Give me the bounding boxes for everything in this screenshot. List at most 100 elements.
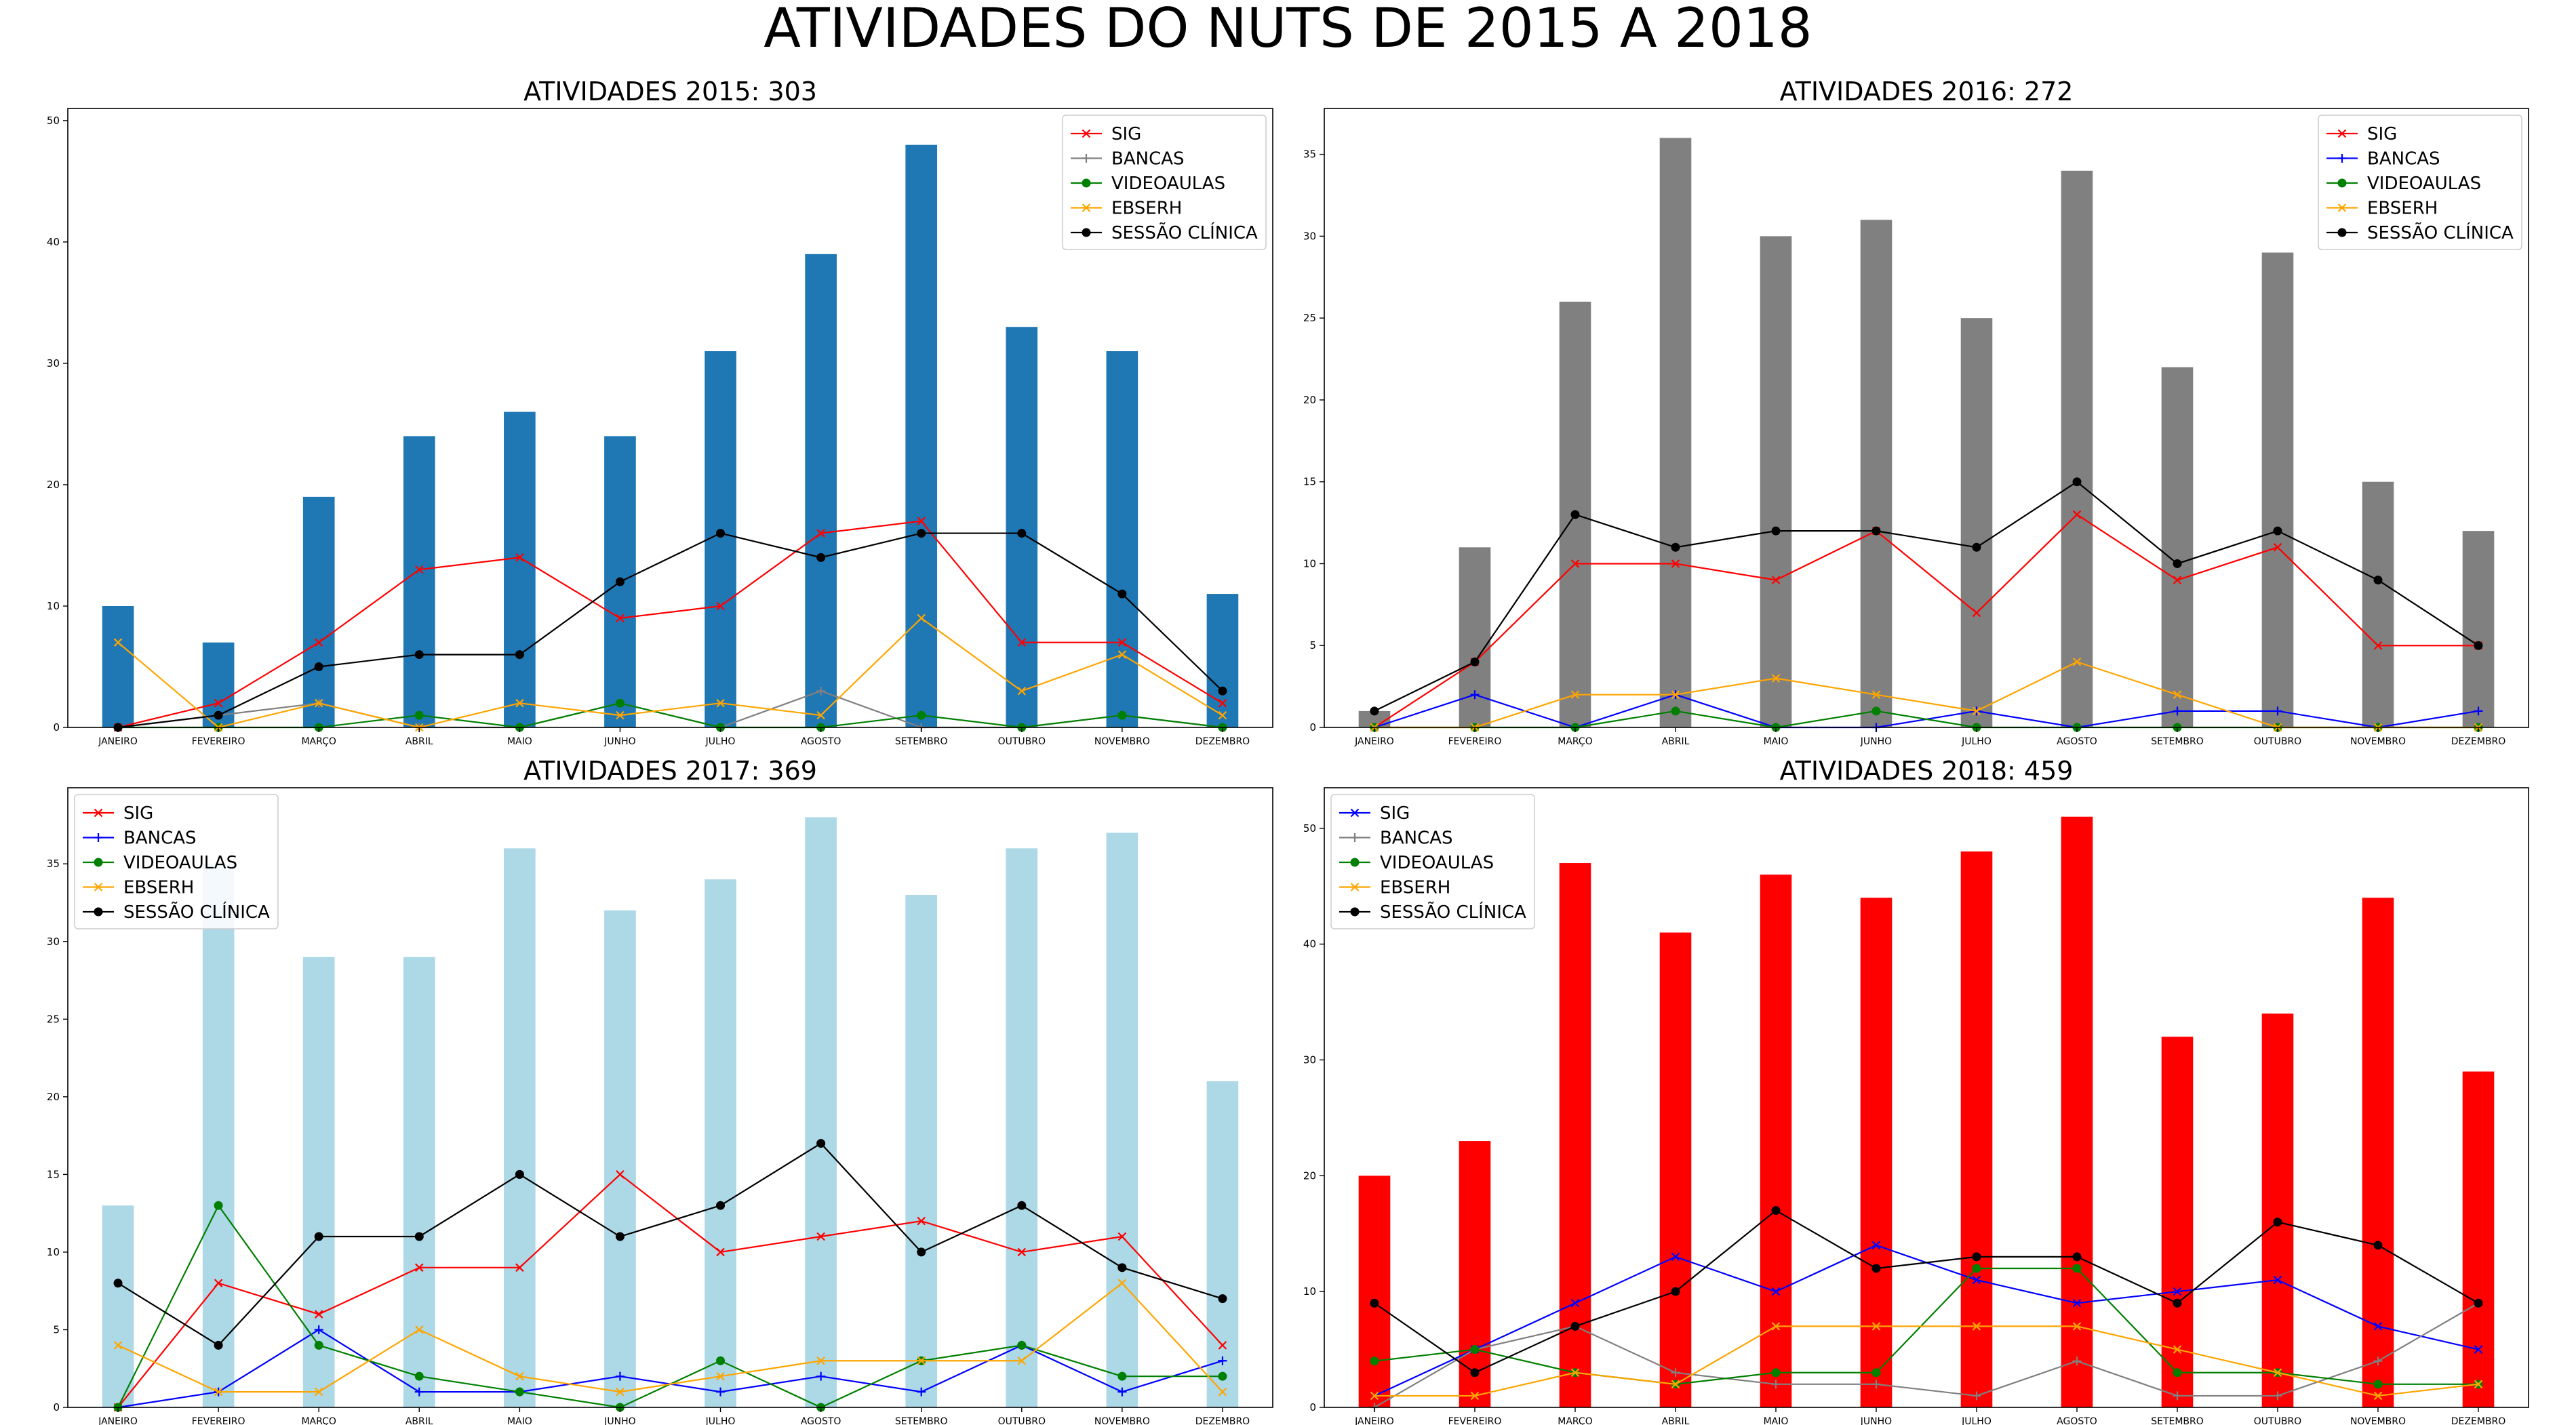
point-ebserh-abril [1671,1380,1680,1389]
point-sessao-clinica-fevereiro [1470,657,1480,666]
bar-junho [1860,898,1893,1407]
point-ebserh-fevereiro [214,1387,223,1397]
point-videoaulas-agosto [2072,1264,2082,1273]
point-sessao-clinica-dezembro [1218,686,1227,696]
x-tick-label-outubro: OUTUBRO [2254,736,2301,747]
legend-marker-sig [1082,129,1091,138]
point-ebserh-julho [716,1371,725,1381]
legend-marker-videoaulas [2337,178,2347,188]
point-videoaulas-outubro [1017,1340,1027,1350]
point-bancas-fevereiro [1470,690,1480,700]
y-tick-label: 35 [1303,148,1316,161]
point-videoaulas-abril [414,1371,424,1381]
legend-marker-ebserh [1082,203,1091,212]
subplot-title: ATIVIDADES 2017: 369 [523,756,817,786]
y-tick-label: 25 [1303,312,1316,324]
point-ebserh-julho [1972,706,1981,716]
bar-maio [504,848,536,1407]
legend-label-ebserh: EBSERH [1111,199,1182,219]
point-sessao-clinica-maio [1771,1206,1781,1216]
line-sessao-clinica [117,1142,1223,1346]
x-tick-label-marco: MARÇO [1558,736,1592,747]
y-tick-label: 20 [1303,394,1316,406]
point-sig-fevereiro [214,1279,223,1288]
point-videoaulas-dezembro [1218,1371,1227,1381]
point-bancas-abril [414,1387,424,1397]
bar-junho [1860,220,1893,727]
subplot-title: ATIVIDADES 2016: 272 [1780,77,2074,106]
point-sessao-clinica-julho [1972,1252,1981,1262]
point-ebserh-marco [314,1387,323,1397]
point-bancas-novembro [1117,1387,1127,1397]
point-sig-outubro [2273,543,2282,552]
point-ebserh-outubro [1017,1357,1027,1365]
bar-outubro [2261,1013,2294,1407]
point-bancas-maio [1771,1380,1781,1389]
x-tick-label-dezembro: DEZEMBRO [2451,736,2506,747]
point-sessao-clinica-maio [1771,526,1781,536]
point-ebserh-setembro [2173,690,2182,699]
y-tick-label: 30 [47,936,60,948]
bar-agosto [805,254,837,728]
x-tick-label-outubro: OUTUBRO [998,1416,1046,1425]
axes-frame [67,108,1273,728]
point-ebserh-junho [616,1387,625,1397]
axes-frame [67,787,1273,1408]
bar-julho [705,879,736,1407]
subplot-title: ATIVIDADES 2018: 459 [1780,756,2074,786]
x-tick-label-abril: ABRIL [1662,1416,1690,1425]
point-ebserh-abril [415,1325,424,1334]
line-videoaulas [1374,710,2478,729]
legend-marker-ebserh [2337,203,2347,212]
legend-label-sig: SIG [2367,124,2397,144]
point-sessao-clinica-janeiro [113,1279,123,1288]
point-sessao-clinica-novembro [1117,1263,1127,1272]
y-tick-label: 40 [47,236,60,248]
point-bancas-dezembro [2474,706,2483,716]
legend-label-sig: SIG [1111,124,1141,144]
y-tick-label: 15 [1303,476,1316,488]
point-sessao-clinica-junho [615,1232,625,1241]
point-ebserh-novembro [2373,1391,2383,1401]
point-bancas-novembro [2373,1357,2383,1366]
point-sig-setembro [917,517,926,525]
legend-marker-sessao-clinica [2337,228,2347,237]
bar-marco [302,957,335,1407]
y-tick-label: 0 [53,721,60,734]
legend-marker-ebserh [94,883,103,891]
legend-frame [1062,115,1267,250]
x-tick-label-janeiro: JANEIRO [98,1416,138,1425]
point-sig-junho [1871,1241,1881,1250]
legend-marker-videoaulas [1082,178,1091,188]
point-sessao-clinica-marco [1570,1321,1580,1331]
point-sessao-clinica-julho [716,529,726,538]
x-tick-label-janeiro: JANEIRO [1354,1416,1394,1425]
legend-marker-sessao-clinica [94,907,103,917]
y-tick-label: 40 [1303,938,1316,950]
point-sessao-clinica-marco [314,1232,323,1241]
point-ebserh-maio [1771,1322,1781,1331]
point-ebserh-dezembro [1218,710,1227,720]
point-bancas-agosto [816,1371,826,1381]
point-ebserh-agosto [2072,658,2082,666]
point-sig-agosto [816,529,825,538]
y-tick-label: 50 [1303,822,1316,835]
point-sessao-clinica-fevereiro [214,710,223,720]
point-ebserh-julho [716,698,725,708]
x-tick-label-setembro: SETEMBRO [895,736,948,747]
x-tick-label-maio: MAIO [1764,736,1789,747]
point-ebserh-junho [1871,690,1881,699]
x-tick-label-setembro: SETEMBRO [895,1416,948,1425]
x-tick-label-fevereiro: FEVEREIRO [1448,1416,1502,1425]
point-sig-novembro [1117,638,1127,647]
point-sig-abril [415,1263,424,1272]
point-sessao-clinica-outubro [1017,529,1027,538]
legend-label-sig: SIG [123,803,153,824]
x-tick-label-outubro: OUTUBRO [2254,1416,2301,1425]
point-sig-abril [415,565,424,574]
bar-outubro [1006,848,1038,1407]
legend-label-bancas: BANCAS [1111,149,1185,169]
x-tick-label-agosto: AGOSTO [2057,736,2097,747]
x-tick-label-marco: MARÇO [1558,1416,1592,1425]
